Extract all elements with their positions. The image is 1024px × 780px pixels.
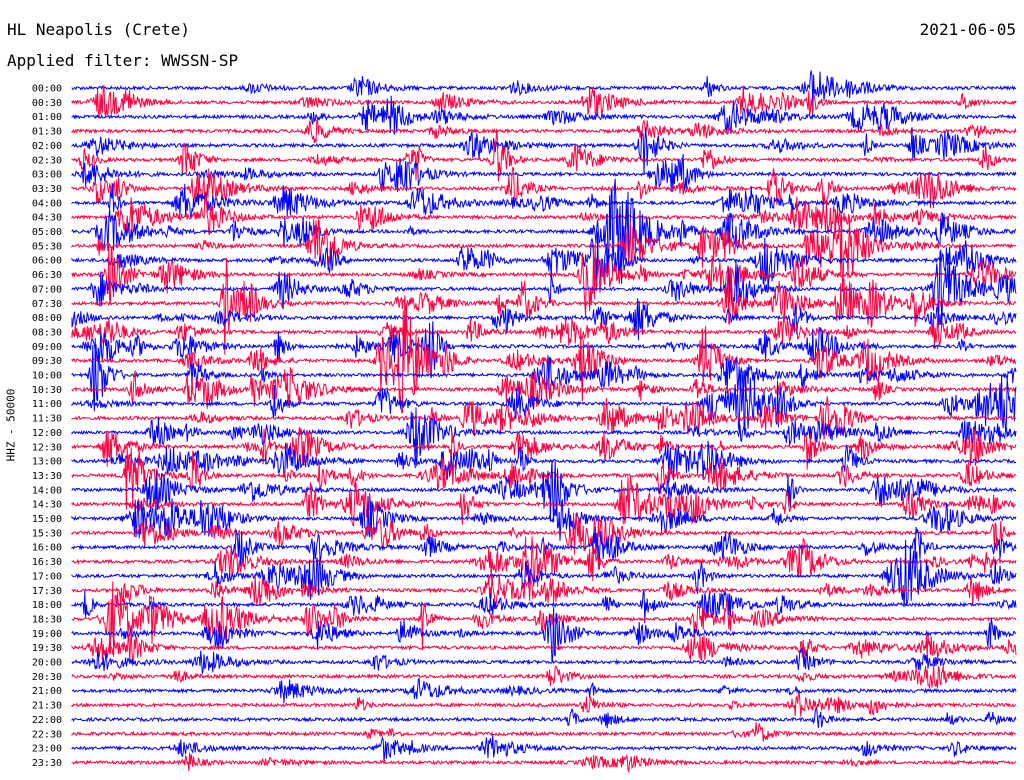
trace-row: [71, 526, 1017, 570]
trace-row: [71, 734, 1017, 761]
row-time-label: 02:30: [32, 155, 62, 166]
row-time-label: 19:00: [32, 629, 62, 640]
trace-row: [71, 183, 1017, 219]
trace-row: [71, 573, 1017, 610]
row-time-label: 17:30: [32, 586, 62, 597]
station-title: HL Neapolis (Crete): [7, 20, 191, 39]
row-time-label: 01:30: [32, 127, 62, 138]
trace-row: [71, 310, 1017, 350]
row-time-label: 21:30: [32, 701, 62, 712]
row-time-label: 09:30: [32, 356, 62, 367]
trace-row: [71, 321, 1017, 379]
row-time-label: 22:30: [32, 729, 62, 740]
trace-row: [71, 248, 1017, 328]
trace-row: [71, 752, 1017, 774]
trace-row: [71, 70, 1017, 108]
trace-row: [71, 178, 1017, 284]
trace-row: [71, 722, 1017, 742]
trace-row: [71, 630, 1017, 664]
trace-row: [71, 581, 1017, 657]
row-time-label: 10:00: [32, 371, 62, 382]
row-time-label: 11:30: [32, 414, 62, 425]
trace-row: [71, 606, 1017, 663]
row-time-label: 18:30: [32, 614, 62, 625]
row-time-label: 11:00: [32, 399, 62, 410]
filter-label: Applied filter: WWSSN-SP: [7, 51, 239, 70]
trace-row: [71, 298, 1017, 341]
row-time-label: 02:00: [32, 141, 62, 152]
trace-row: [71, 337, 1017, 412]
trace-row: [71, 231, 1017, 290]
trace-row: [71, 396, 1017, 440]
trace-row: [71, 244, 1017, 318]
row-time-label: 14:00: [32, 485, 62, 496]
trace-row: [71, 118, 1017, 144]
row-time-label: 16:00: [32, 543, 62, 554]
trace-row: [71, 426, 1017, 470]
row-time-label: 13:30: [32, 471, 62, 482]
trace-row: [71, 665, 1017, 689]
trace-row: [71, 257, 1017, 355]
trace-row: [71, 127, 1017, 176]
row-time-label: 18:00: [32, 600, 62, 611]
row-time-label: 04:30: [32, 213, 62, 224]
row-time-label: 22:00: [32, 715, 62, 726]
trace-row: [71, 129, 1017, 182]
row-time-label: 14:30: [32, 500, 62, 511]
trace-row: [71, 495, 1017, 541]
trace-row: [71, 589, 1017, 624]
row-time-label: 21:00: [32, 686, 62, 697]
trace-row: [71, 407, 1017, 469]
row-time-label: 06:00: [32, 256, 62, 267]
row-time-label: 13:00: [32, 457, 62, 468]
row-time-label: 16:30: [32, 557, 62, 568]
row-time-label: 03:00: [32, 170, 62, 181]
row-time-label: 03:30: [32, 184, 62, 195]
trace-row: [71, 536, 1017, 588]
row-time-label: 04:00: [32, 198, 62, 209]
row-time-label: 19:30: [32, 643, 62, 654]
trace-row: [71, 677, 1017, 704]
row-time-label: 15:30: [32, 528, 62, 539]
trace-row: [71, 459, 1017, 523]
row-time-label: 23:30: [32, 758, 62, 769]
trace-row: [71, 209, 1017, 293]
trace-row: [71, 476, 1017, 528]
trace-row: [71, 691, 1017, 717]
trace-row: [71, 153, 1017, 193]
trace-row: [71, 647, 1017, 674]
row-time-label: 08:00: [32, 313, 62, 324]
trace-row: [71, 512, 1017, 555]
row-time-label: 12:30: [32, 442, 62, 453]
row-time-label: 17:00: [32, 571, 62, 582]
row-time-label: 06:30: [32, 270, 62, 281]
trace-row: [71, 367, 1017, 409]
trace-row: [71, 539, 1017, 608]
trace-row: [71, 295, 1017, 414]
row-time-label: 15:00: [32, 514, 62, 525]
date-label: 2021-06-05: [919, 20, 1016, 39]
row-time-label: 07:30: [32, 299, 62, 310]
row-time-label: 01:00: [32, 112, 62, 123]
row-time-label: 20:30: [32, 672, 62, 683]
trace-row: [71, 166, 1017, 211]
row-time-label: 00:30: [32, 98, 62, 109]
row-time-label: 09:00: [32, 342, 62, 353]
row-time-label: 05:00: [32, 227, 62, 238]
trace-row: [71, 706, 1017, 729]
row-time-label: 10:30: [32, 385, 62, 396]
row-time-label: 05:30: [32, 241, 62, 252]
row-time-label: 08:30: [32, 327, 62, 338]
trace-row: [71, 370, 1017, 436]
row-time-label: 23:00: [32, 744, 62, 755]
trace-row: [71, 194, 1017, 236]
trace-row: [71, 440, 1017, 483]
row-time-label: 07:00: [32, 284, 62, 295]
row-time-label: 12:00: [32, 428, 62, 439]
row-time-label: 00:00: [32, 84, 62, 95]
trace-row: [71, 84, 1017, 119]
row-time-label: 20:00: [32, 658, 62, 669]
